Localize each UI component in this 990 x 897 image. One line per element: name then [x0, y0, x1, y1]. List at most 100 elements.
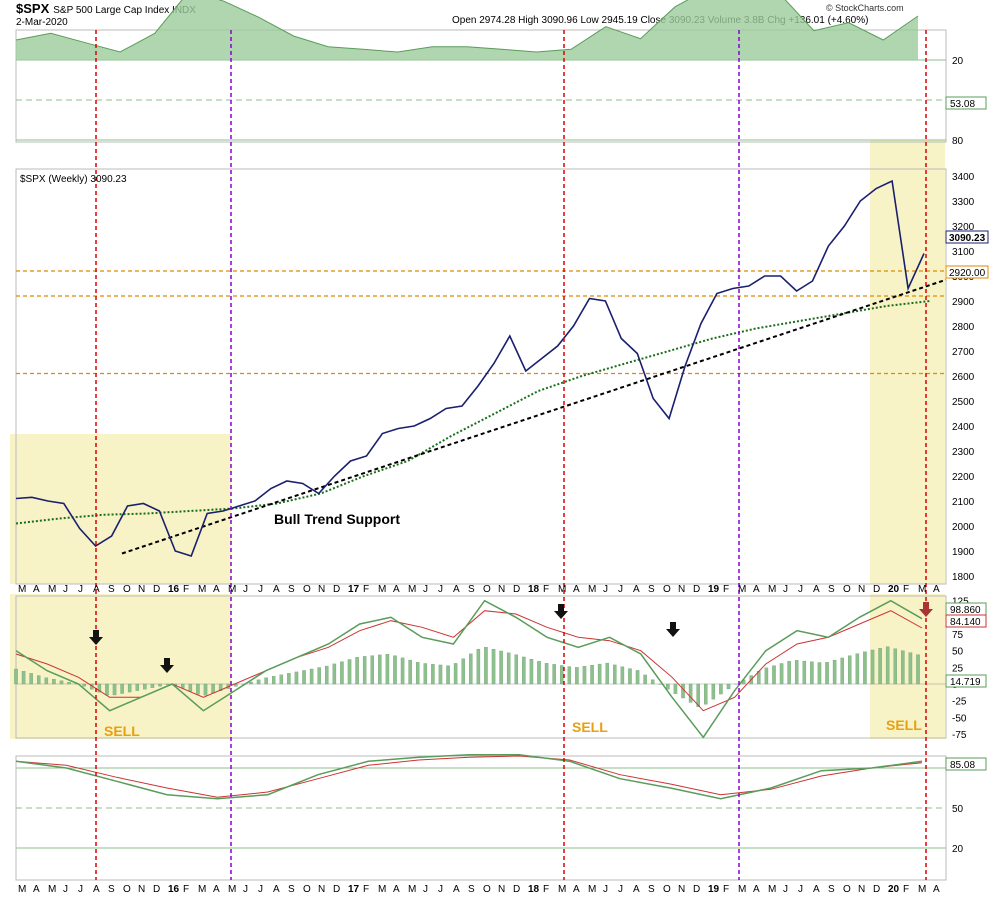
- down-arrow: [666, 622, 680, 637]
- lower-slow-line: [15, 755, 923, 798]
- macd-histogram-bar: [453, 663, 458, 685]
- month-tick-label: O: [123, 584, 131, 595]
- month-tick-label-bottom: J: [783, 884, 788, 895]
- month-tick-label-bottom: O: [303, 884, 311, 895]
- month-tick-label: A: [213, 584, 220, 595]
- month-tick-label: 20: [888, 584, 900, 595]
- macd-histogram-bar: [908, 652, 913, 685]
- month-tick-label-bottom: A: [933, 884, 940, 895]
- macd-histogram-bar: [794, 660, 799, 685]
- month-tick-label: D: [873, 584, 880, 595]
- month-tick-label-bottom: A: [273, 884, 280, 895]
- month-tick-label-bottom: M: [228, 884, 236, 895]
- macd-histogram-bar: [537, 661, 541, 685]
- macd-histogram-bar: [135, 683, 140, 691]
- macd-histogram-bar: [82, 683, 86, 687]
- price-tick-label: 2700: [952, 347, 975, 358]
- macd-histogram-bar: [772, 665, 776, 685]
- price-line: [15, 179, 925, 557]
- macd-histogram-bar: [855, 653, 860, 685]
- macd-histogram-bar: [613, 664, 617, 685]
- month-tick-label: J: [783, 584, 788, 595]
- month-tick-label: J: [78, 584, 83, 595]
- macd-histogram-bar: [688, 683, 693, 703]
- price-tick-label: 2600: [952, 372, 975, 383]
- month-tick-label: S: [108, 584, 115, 595]
- month-tick-label: F: [723, 584, 729, 595]
- price-tick-label: 3400: [952, 172, 975, 183]
- macd-histogram-bar: [878, 647, 882, 685]
- month-tick-label-bottom: M: [408, 884, 416, 895]
- highlight-2015-price: [10, 434, 231, 584]
- macd-histogram-bar: [431, 664, 435, 685]
- month-tick-label-bottom: A: [33, 884, 40, 895]
- month-tick-label-bottom: O: [483, 884, 491, 895]
- month-tick-label: D: [693, 584, 700, 595]
- macd-histogram-bar: [59, 680, 64, 685]
- month-tick-label-bottom: A: [573, 884, 580, 895]
- month-tick-label: S: [648, 584, 655, 595]
- month-tick-label: M: [198, 584, 206, 595]
- highlight-2020-price: [870, 140, 945, 584]
- macd-value-box: [945, 614, 987, 628]
- month-tick-label-bottom: D: [513, 884, 520, 895]
- month-tick-label: M: [48, 584, 56, 595]
- month-tick-label-bottom: A: [213, 884, 220, 895]
- month-tick-label-bottom: F: [363, 884, 369, 895]
- macd-line: [15, 599, 923, 739]
- month-tick-label-bottom: M: [378, 884, 386, 895]
- month-tick-label: F: [903, 584, 909, 595]
- month-tick-label-bottom: J: [438, 884, 443, 895]
- macd-value-label: 84.140: [950, 617, 981, 628]
- month-tick-label: O: [843, 584, 851, 595]
- macd-histogram-bar: [52, 679, 56, 685]
- macd-histogram-bar: [840, 657, 844, 685]
- macd-histogram-bar: [476, 648, 481, 685]
- price-tick-label: 2400: [952, 422, 975, 433]
- month-tick-label: N: [138, 584, 145, 595]
- macd-tick-label: 125: [952, 597, 969, 608]
- macd-histogram-bar: [499, 650, 503, 685]
- panel-frame: [15, 755, 947, 881]
- macd-histogram-bar: [643, 674, 647, 685]
- month-tick-label-bottom: S: [828, 884, 835, 895]
- macd-histogram-bar: [271, 676, 276, 685]
- month-tick-label: A: [33, 584, 40, 595]
- month-tick-label-bottom: 20: [888, 884, 900, 895]
- rsi-line: [15, 0, 919, 53]
- month-tick-label-bottom: M: [198, 884, 206, 895]
- macd-histogram-bar: [112, 683, 117, 696]
- month-tick-label: J: [243, 584, 248, 595]
- macd-histogram-bar: [901, 650, 905, 685]
- macd-histogram-bar: [522, 656, 526, 685]
- macd-histogram-bar: [605, 662, 609, 685]
- month-tick-label: S: [288, 584, 295, 595]
- month-tick-label: A: [933, 584, 940, 595]
- macd-histogram-bar: [355, 657, 359, 685]
- month-tick-label: F: [543, 584, 549, 595]
- macd-histogram-bar: [165, 683, 170, 685]
- macd-histogram-bar: [719, 683, 723, 695]
- macd-histogram-bar: [97, 683, 102, 693]
- month-tick-label-bottom: A: [453, 884, 460, 895]
- month-tick-label-bottom: D: [153, 884, 160, 895]
- macd-histogram-bar: [302, 670, 306, 685]
- month-tick-label: M: [558, 584, 566, 595]
- month-tick-label-bottom: M: [918, 884, 926, 895]
- macd-histogram-bar: [597, 663, 602, 685]
- macd-tick-label: -50: [952, 713, 967, 724]
- macd-histogram-bar: [438, 664, 443, 685]
- macd-histogram-bar: [673, 683, 678, 694]
- macd-histogram-bar: [408, 659, 412, 685]
- sell-label: SELL: [104, 723, 140, 739]
- macd-value-label: 14.719: [950, 677, 981, 688]
- month-tick-label: 17: [348, 584, 360, 595]
- price-tick-label: 2200: [952, 472, 975, 483]
- macd-histogram-bar: [832, 659, 837, 685]
- price-value-label: 3090.23: [949, 233, 986, 244]
- support-value-label: 2920.00: [949, 268, 986, 279]
- month-tick-label: A: [573, 584, 580, 595]
- macd-histogram-bar: [400, 657, 405, 685]
- lower-tick-label: 20: [952, 844, 964, 855]
